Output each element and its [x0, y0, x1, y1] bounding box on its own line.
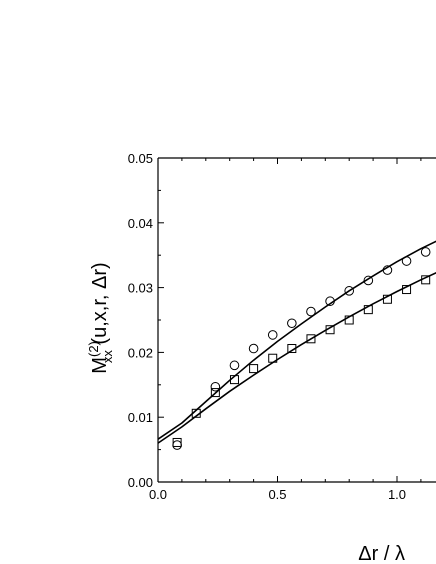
data-point-square — [172, 437, 182, 447]
fit-line-1 — [157, 240, 436, 440]
data-markers — [172, 247, 431, 450]
y-tick-label: 0.01 — [128, 410, 153, 425]
plot-frame — [157, 157, 436, 483]
fit-lines — [157, 240, 436, 444]
x-axis-title: Δr / λ — [358, 543, 405, 564]
data-point-circle — [306, 306, 316, 317]
data-point-square — [382, 294, 392, 304]
data-point-circle — [344, 286, 355, 296]
data-point-square — [306, 334, 316, 344]
data-point-circle — [172, 440, 182, 450]
data-point-circle — [401, 256, 412, 266]
data-point-circle — [325, 296, 335, 307]
y-axis-title-main: M — [89, 357, 111, 374]
data-point-square — [325, 325, 335, 335]
x-axis: 0.0 0.5 1.0 — [149, 158, 422, 502]
data-point-square — [344, 315, 354, 325]
data-point-circle — [382, 265, 393, 275]
y-axis-title-sub: xx — [100, 350, 115, 364]
y-tick-label: 0.02 — [128, 345, 153, 360]
data-point-square — [402, 285, 412, 295]
data-point-square — [191, 408, 201, 418]
data-point-square — [249, 364, 259, 374]
data-point-circle — [287, 318, 297, 329]
x-tick-label: 1.0 — [388, 487, 406, 502]
data-point-circle — [248, 343, 259, 354]
data-point-square — [210, 388, 220, 398]
data-point-circle — [363, 275, 374, 286]
fit-line-2 — [157, 271, 436, 444]
data-point-square — [421, 275, 431, 285]
y-axis-title-args: (u,x,r, Δr) — [89, 262, 111, 350]
y-tick-label: 0.00 — [128, 475, 153, 490]
y-tick-label: 0.03 — [128, 281, 153, 296]
data-point-square — [229, 375, 239, 385]
y-tick-label: 0.05 — [128, 151, 153, 166]
y-tick-label: 0.04 — [128, 216, 153, 231]
y-axis-title-sup: (2) — [86, 341, 101, 357]
data-point-square — [363, 305, 373, 315]
data-point-square — [268, 353, 278, 363]
x-tick-label: 0.0 — [149, 487, 167, 502]
data-point-circle — [267, 330, 278, 340]
y-axis-title: M(2)xx (u,x,r, Δr) — [86, 262, 115, 373]
data-point-circle — [210, 381, 221, 392]
x-tick-label: 0.5 — [268, 487, 286, 502]
y-axis: 0.00 0.01 0.02 0.03 0.04 0.05 — [128, 151, 164, 490]
data-point-square — [287, 344, 297, 354]
data-point-circle — [229, 360, 240, 371]
data-point-circle — [420, 247, 431, 257]
